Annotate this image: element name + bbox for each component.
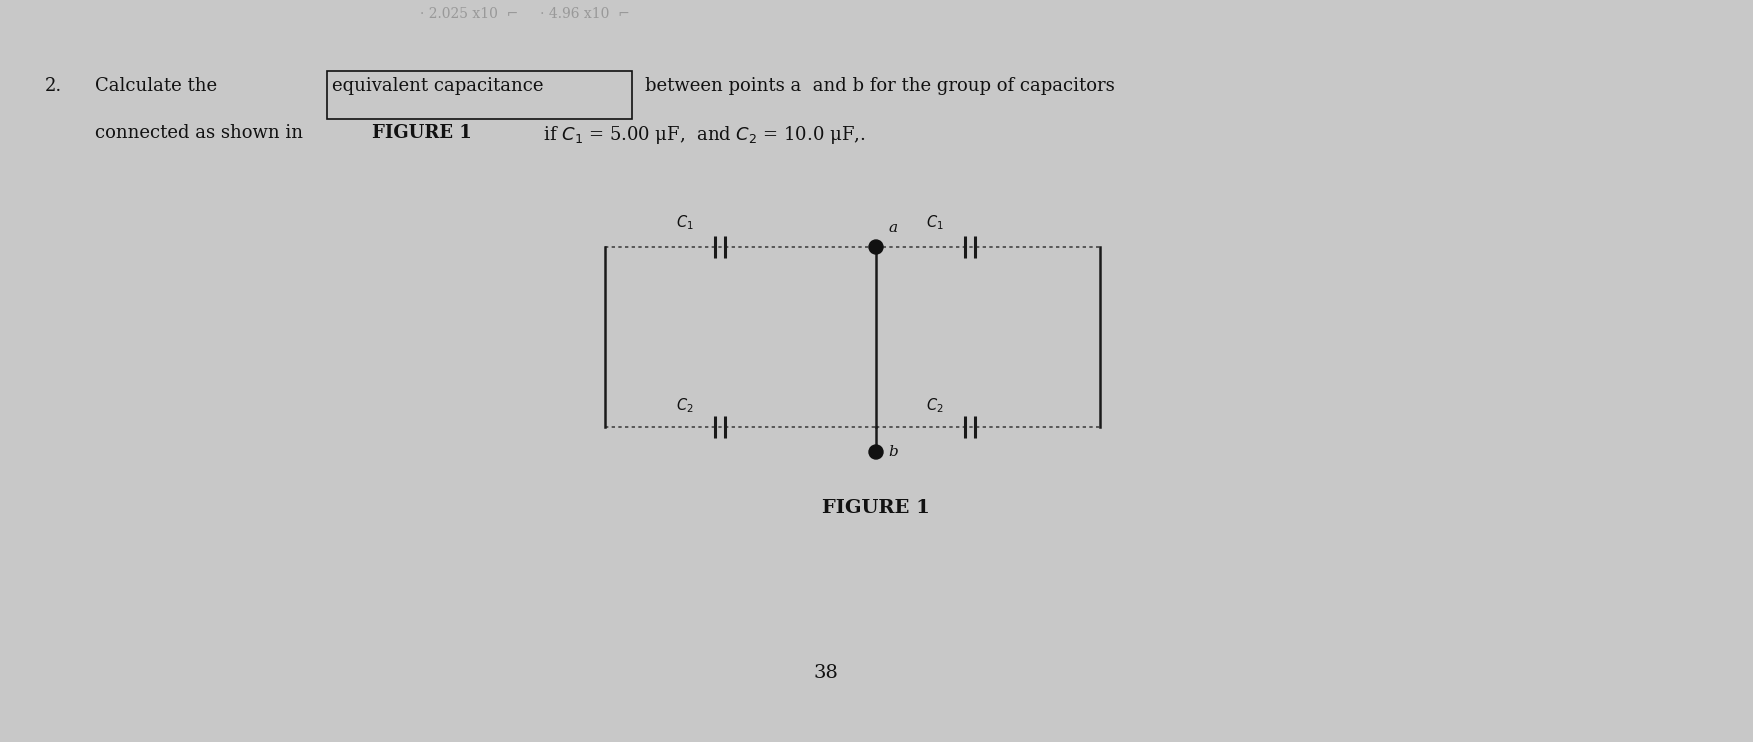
Text: $C_1$: $C_1$: [677, 213, 694, 232]
Text: 2.: 2.: [46, 77, 63, 95]
Text: b: b: [889, 445, 898, 459]
Text: equivalent capacitance: equivalent capacitance: [331, 77, 543, 95]
Text: $C_1$: $C_1$: [926, 213, 943, 232]
Text: connected as shown in: connected as shown in: [95, 124, 314, 142]
Circle shape: [869, 445, 884, 459]
Circle shape: [869, 240, 884, 254]
Text: $C_2$: $C_2$: [926, 396, 943, 415]
Text: FIGURE 1: FIGURE 1: [372, 124, 472, 142]
Text: 38: 38: [813, 664, 838, 682]
Text: between points a  and b for the group of capacitors: between points a and b for the group of …: [645, 77, 1115, 95]
Text: a: a: [889, 221, 898, 235]
Text: FIGURE 1: FIGURE 1: [822, 499, 929, 517]
Text: if $C_1$ = 5.00 μF,  and $C_2$ = 10.0 μF,.: if $C_1$ = 5.00 μF, and $C_2$ = 10.0 μF,…: [531, 124, 866, 146]
Text: $C_2$: $C_2$: [677, 396, 694, 415]
Text: Calculate the: Calculate the: [95, 77, 223, 95]
Text: · 2.025 x10  ⌐     · 4.96 x10  ⌐: · 2.025 x10 ⌐ · 4.96 x10 ⌐: [421, 7, 629, 21]
